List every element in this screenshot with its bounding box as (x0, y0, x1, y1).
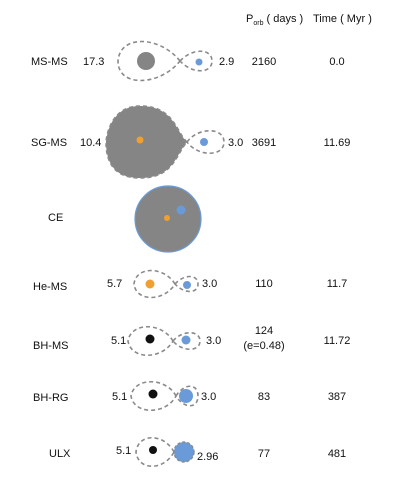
donor-roche-lobe (117, 40, 182, 82)
accretor-star (183, 281, 191, 289)
stage-label: He-MS (33, 281, 67, 293)
black-hole (148, 389, 158, 399)
accretor-roche-lobe (186, 129, 225, 155)
helium-star (145, 279, 155, 289)
stage-row-ulx: ULX 5.1 2.96 77 481 (49, 437, 346, 467)
donor-mass-label: 10.4 (80, 137, 101, 149)
black-hole (149, 446, 157, 454)
black-hole (145, 334, 155, 344)
stage-row-ms-ms: MS-MS 17.3 2.9 2160 0.0 (31, 40, 345, 82)
donor-star (137, 52, 155, 70)
orbital-period-value: 2160 (252, 56, 276, 68)
orbital-period-header: Porb ( days ) (246, 13, 303, 27)
donor-overflowing-envelope (105, 105, 189, 179)
stage-label: BH-MS (33, 340, 68, 352)
stage-label: SG-MS (31, 137, 67, 149)
time-value: 387 (328, 391, 346, 403)
stage-label: MS-MS (31, 56, 68, 68)
accretor-star (200, 138, 208, 146)
accretor-mass-label: 3.0 (228, 137, 243, 149)
accretor-mass-label: 3.0 (201, 391, 216, 403)
accretor-mass-label: 3.0 (206, 335, 221, 347)
donor-mass-label: 5.1 (111, 335, 126, 347)
stage-row-ce: CE (48, 185, 202, 253)
stage-label: BH-RG (33, 392, 68, 404)
time-value: 11.7 (327, 278, 348, 290)
giant-star (179, 389, 193, 403)
accretor-star (176, 205, 186, 215)
donor-roche-lobe (133, 269, 176, 299)
donor-core (164, 215, 170, 221)
eccentricity-note: (e=0.48) (243, 340, 284, 352)
donor-mass-label: 5.1 (116, 445, 131, 457)
stage-row-bh-ms: BH-MS 5.1 3.0 124 (e=0.48) 11.72 (33, 325, 351, 356)
time-header: Time ( Myr ) (313, 13, 372, 25)
donor-mass-label: 5.7 (107, 278, 122, 290)
accretor-star (195, 58, 203, 66)
donor-roche-lobe (130, 381, 177, 411)
accretor-roche-lobe (178, 50, 213, 72)
accretor-star (181, 335, 191, 345)
time-value: 11.72 (324, 335, 351, 347)
stage-row-he-ms: He-MS 5.7 3.0 110 11.7 (33, 269, 348, 299)
donor-mass-label: 5.1 (112, 391, 127, 403)
orbital-period-value: 77 (258, 448, 270, 460)
stage-label: ULX (49, 448, 71, 460)
donor-roche-lobe (127, 326, 174, 356)
orbital-period-value: 124 (255, 325, 273, 337)
accretor-mass-label: 2.96 (197, 451, 218, 463)
accretor-mass-label: 2.9 (219, 56, 234, 68)
time-value: 481 (328, 448, 346, 460)
donor-core (136, 136, 144, 144)
stage-label: CE (48, 212, 63, 224)
donor-mass-label: 17.3 (83, 56, 104, 68)
donor-roche-lobe (135, 437, 175, 467)
accretor-roche-lobe (175, 385, 199, 407)
accretor-roche-lobe (173, 275, 199, 293)
roche-filling-star (173, 441, 195, 463)
time-value: 0.0 (329, 56, 344, 68)
orbital-period-value: 110 (255, 278, 273, 290)
stage-row-bh-rg: BH-RG 5.1 3.0 83 387 (33, 381, 346, 411)
orbital-period-value: 3691 (252, 137, 276, 149)
time-value: 11.69 (324, 137, 351, 149)
accretor-mass-label: 3.0 (202, 278, 217, 290)
accretor-roche-lobe (171, 331, 201, 351)
stage-row-sg-ms: SG-MS 10.4 3.0 3691 11.69 (31, 105, 351, 179)
orbital-period-value: 83 (258, 391, 270, 403)
